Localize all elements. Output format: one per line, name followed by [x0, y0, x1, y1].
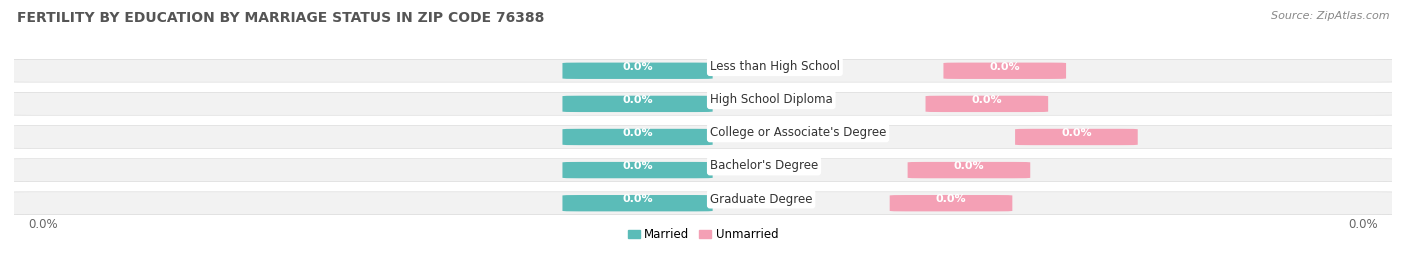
- FancyBboxPatch shape: [10, 159, 1396, 181]
- Text: 0.0%: 0.0%: [972, 95, 1002, 105]
- FancyBboxPatch shape: [562, 195, 713, 211]
- FancyBboxPatch shape: [10, 60, 1396, 82]
- Text: 0.0%: 0.0%: [623, 128, 652, 138]
- Text: 0.0%: 0.0%: [1348, 218, 1378, 231]
- Text: 0.0%: 0.0%: [28, 218, 58, 231]
- Text: 0.0%: 0.0%: [623, 161, 652, 171]
- FancyBboxPatch shape: [925, 96, 1047, 112]
- Text: Bachelor's Degree: Bachelor's Degree: [710, 160, 818, 172]
- Text: Less than High School: Less than High School: [710, 60, 839, 73]
- FancyBboxPatch shape: [562, 63, 713, 79]
- FancyBboxPatch shape: [562, 162, 713, 178]
- FancyBboxPatch shape: [3, 192, 1403, 215]
- Text: 0.0%: 0.0%: [623, 95, 652, 105]
- Text: 0.0%: 0.0%: [1062, 128, 1091, 138]
- Legend: Married, Unmarried: Married, Unmarried: [623, 223, 783, 246]
- FancyBboxPatch shape: [3, 59, 1403, 83]
- Text: FERTILITY BY EDUCATION BY MARRIAGE STATUS IN ZIP CODE 76388: FERTILITY BY EDUCATION BY MARRIAGE STATU…: [17, 11, 544, 25]
- Text: 0.0%: 0.0%: [936, 194, 966, 204]
- FancyBboxPatch shape: [1015, 129, 1137, 145]
- FancyBboxPatch shape: [562, 129, 713, 145]
- FancyBboxPatch shape: [3, 92, 1403, 116]
- FancyBboxPatch shape: [562, 96, 713, 112]
- FancyBboxPatch shape: [10, 126, 1396, 148]
- FancyBboxPatch shape: [890, 195, 1012, 211]
- FancyBboxPatch shape: [3, 125, 1403, 149]
- Text: Source: ZipAtlas.com: Source: ZipAtlas.com: [1271, 11, 1389, 21]
- Text: Graduate Degree: Graduate Degree: [710, 193, 813, 206]
- FancyBboxPatch shape: [10, 192, 1396, 214]
- Text: 0.0%: 0.0%: [990, 62, 1021, 72]
- FancyBboxPatch shape: [3, 158, 1403, 182]
- Text: 0.0%: 0.0%: [623, 194, 652, 204]
- FancyBboxPatch shape: [908, 162, 1031, 178]
- Text: High School Diploma: High School Diploma: [710, 93, 832, 106]
- FancyBboxPatch shape: [943, 63, 1066, 79]
- Text: 0.0%: 0.0%: [953, 161, 984, 171]
- FancyBboxPatch shape: [10, 93, 1396, 115]
- Text: 0.0%: 0.0%: [623, 62, 652, 72]
- Text: College or Associate's Degree: College or Associate's Degree: [710, 126, 886, 139]
